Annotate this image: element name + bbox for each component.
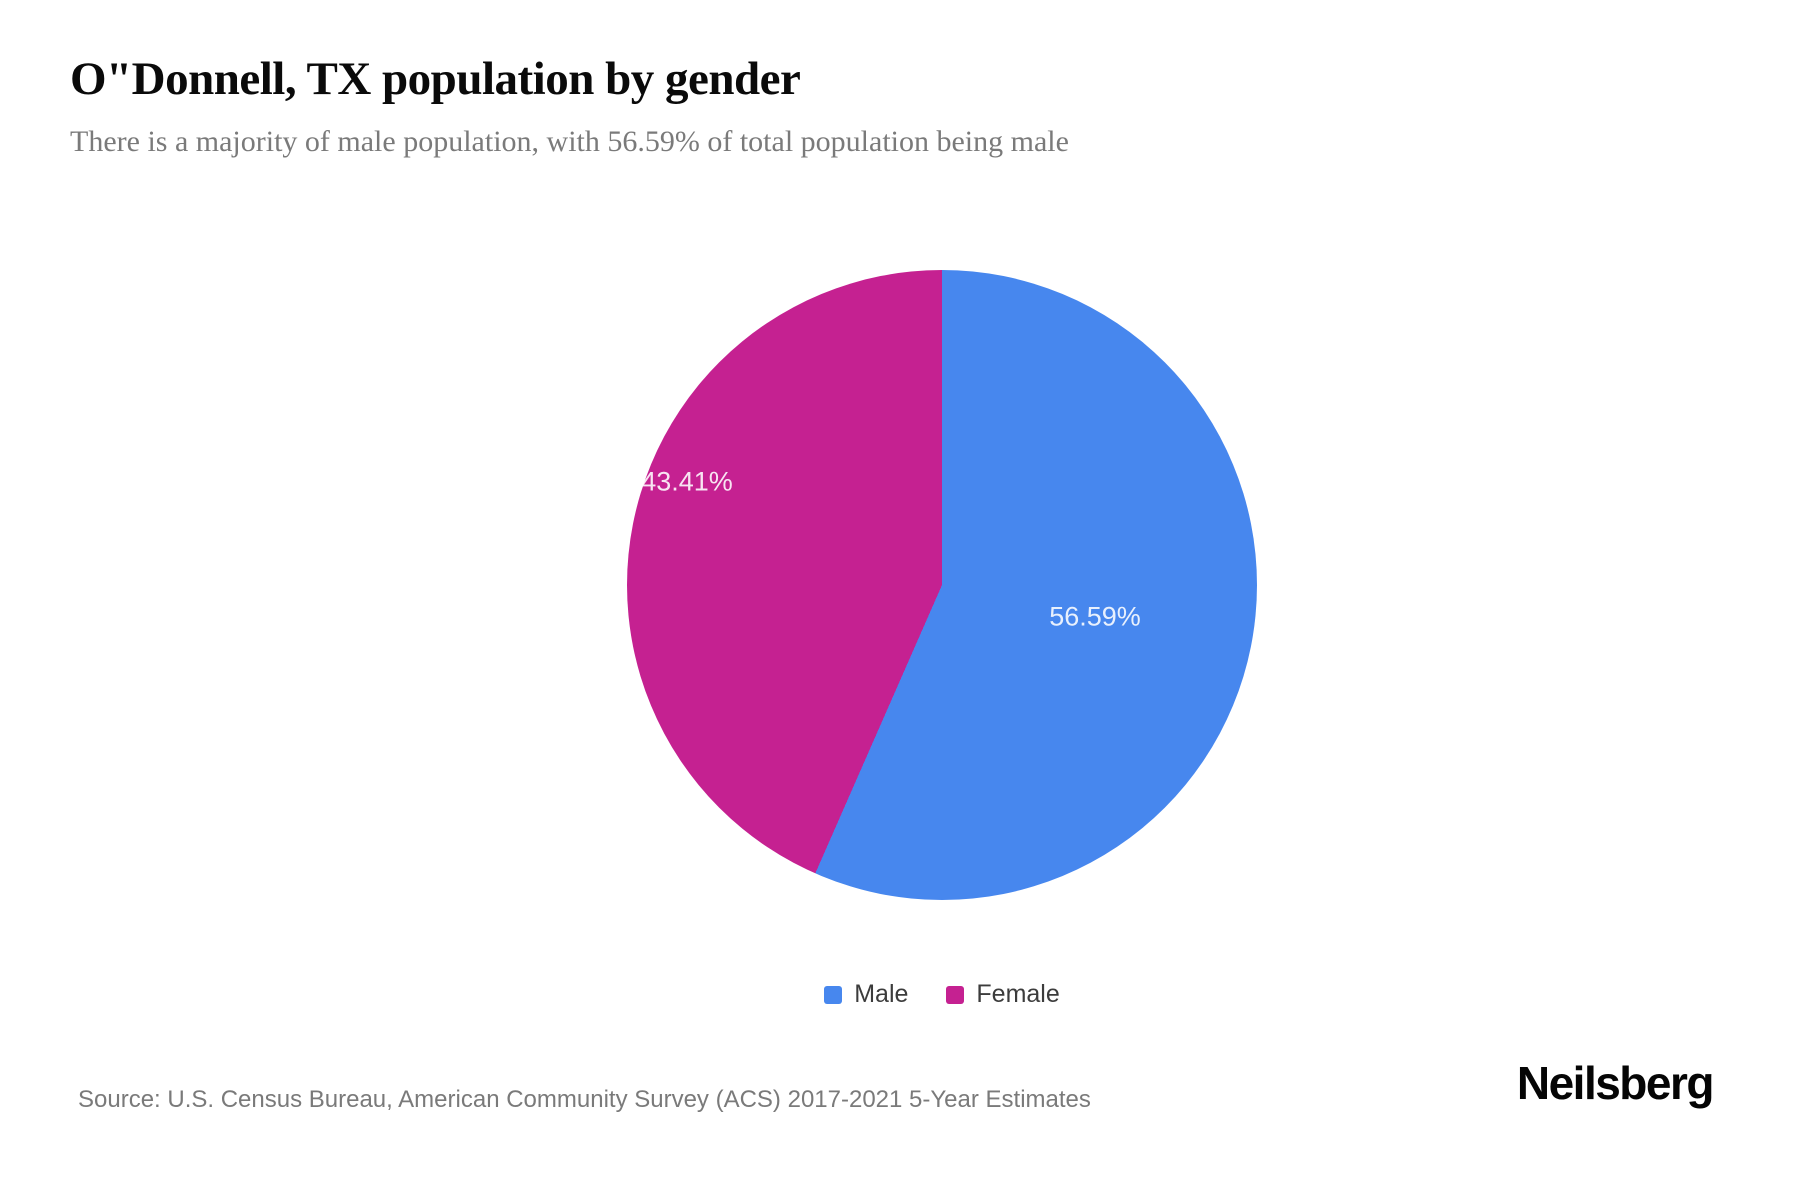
legend-label-male: Male (854, 980, 909, 1008)
legend-label-female: Female (976, 980, 1060, 1008)
female-legend-swatch-icon (946, 985, 965, 1004)
source-attribution: Source: U.S. Census Bureau, American Com… (78, 1086, 1091, 1113)
legend: Male Female (627, 980, 1257, 1009)
male-legend-swatch-icon (824, 985, 843, 1004)
neilsberg-logo: Neilsberg (1516, 1057, 1715, 1109)
legend-item-female[interactable]: Female (946, 980, 1060, 1009)
pie-chart-area: 56.59% 43.41% (627, 270, 1257, 900)
chart-subtitle: There is a majority of male population, … (70, 125, 1069, 158)
pie-chart[interactable] (627, 270, 1257, 900)
page-title: O"Donnell, TX population by gender (70, 53, 801, 105)
legend-item-male[interactable]: Male (824, 980, 908, 1009)
